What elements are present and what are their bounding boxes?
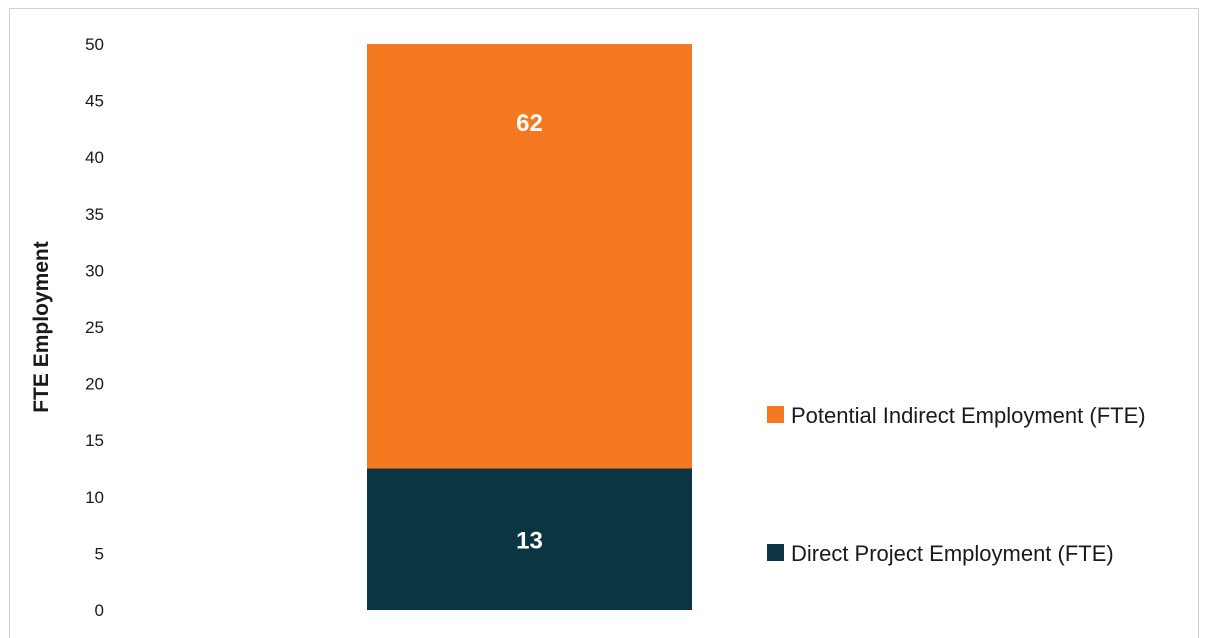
- y-tick-label: 35: [85, 205, 104, 224]
- y-tick-label: 50: [85, 35, 104, 54]
- y-tick-label: 25: [85, 318, 104, 337]
- bar-segment-0: [367, 468, 692, 610]
- y-tick-label: 5: [95, 544, 104, 563]
- y-axis-title: FTE Employment: [30, 241, 53, 413]
- y-tick-label: 30: [85, 261, 104, 280]
- y-tick-label: 10: [85, 488, 104, 507]
- bars: [367, 44, 692, 610]
- y-tick-label: 20: [85, 375, 104, 394]
- chart-frame: [9, 8, 1199, 638]
- legend-swatch-0: [767, 544, 784, 561]
- y-tick-label: 40: [85, 148, 104, 167]
- data-label-0: 13: [516, 527, 543, 554]
- legend-swatch-1: [767, 406, 784, 423]
- data-labels: 13 62: [516, 110, 543, 554]
- y-tick-label: 0: [95, 601, 104, 620]
- legend: Potential Indirect Employment (FTE) Direc…: [767, 403, 1146, 566]
- y-tick-label: 45: [85, 92, 104, 111]
- legend-label-1: Potential Indirect Employment (FTE): [791, 403, 1146, 428]
- y-tick-label: 15: [85, 431, 104, 450]
- y-axis-ticks: 0 5 10 15 20 25 30 35 40 45 50: [85, 35, 104, 620]
- legend-label-0: Direct Project Employment (FTE): [791, 541, 1114, 566]
- bar-segment-1: [367, 44, 692, 469]
- data-label-1: 62: [516, 110, 543, 137]
